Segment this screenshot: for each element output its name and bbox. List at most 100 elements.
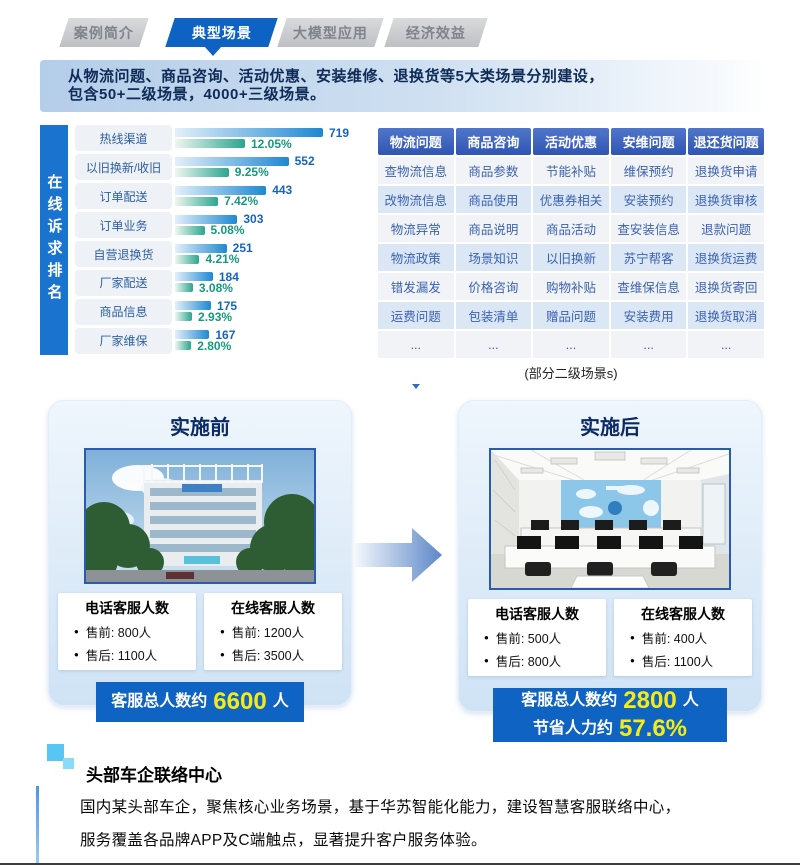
scene-header-cell: 安维问题 [610, 128, 687, 155]
scene-cell: 购物补贴 [533, 273, 609, 300]
bar-group: 167 2.80% [175, 328, 235, 353]
chart-row: 厂家维保 167 2.80% [75, 326, 370, 355]
scene-cell: 价格咨询 [455, 273, 532, 300]
scene-cell: 商品活动 [533, 215, 609, 242]
category-chip: 热线渠道 [75, 125, 172, 152]
bullet-icon: ● [630, 633, 635, 642]
after-phone-stats: 电话客服人数 ● 售前: 500人 ● 售后: 800人 [468, 599, 606, 676]
before-total-bar: 客服总人数约 6600 人 [96, 682, 304, 722]
footer-line1: 国内某头部车企，聚焦核心业务场景，基于华苏智能化能力，建设智慧客服联络中心， [80, 799, 681, 816]
after-online-stats: 在线客服人数 ● 售前: 400人 ● 售后: 1100人 [614, 599, 752, 676]
scene-cell: 安装预约 [610, 186, 687, 213]
bullet-icon: ● [484, 633, 489, 642]
percent-bar [175, 254, 200, 264]
tab-0[interactable]: 案例简介 [59, 18, 149, 47]
value-bar [175, 243, 227, 253]
category-chip: 商品信息 [75, 298, 172, 325]
chart-row: 热线渠道 719 12.05% [75, 124, 370, 153]
scene-cell: 查安装信息 [610, 215, 687, 242]
scene-cell: 物流政策 [378, 244, 454, 271]
chart-row: 自营退换货 251 4.21% [75, 240, 370, 269]
tab-2[interactable]: 大模型应用 [277, 18, 384, 47]
bar-value-label: 552 [294, 154, 315, 169]
scene-cell: 维保预约 [610, 157, 687, 184]
stat-item: ● 售前: 400人 [630, 632, 708, 646]
category-chip: 厂家维保 [75, 327, 172, 354]
footer-accent-line [36, 786, 39, 865]
scene-cell: 运费问题 [378, 302, 454, 329]
after-save-value: 57.6% [618, 715, 688, 742]
percent-bar [175, 283, 193, 293]
bar-percent-label: 3.08% [198, 280, 233, 295]
scene-header-cell: 退还货问题 [688, 128, 764, 155]
bullet-icon: ● [220, 650, 225, 659]
scene-cell: 商品说明 [455, 215, 532, 242]
active-tab-pointer-icon [204, 46, 222, 56]
bullet-icon: ● [74, 650, 79, 659]
scene-cell: 商品参数 [455, 157, 532, 184]
value-bar [175, 330, 210, 340]
bar-percent-label: 5.08% [210, 223, 245, 238]
bullet-icon: ● [220, 627, 225, 636]
bar-percent-label: 12.05% [251, 136, 292, 151]
scene-cell: ... [533, 331, 609, 358]
scene-cell: 场景知识 [455, 244, 532, 271]
scene-cell: 退款问题 [688, 215, 764, 242]
scene-cell: 节能补贴 [533, 157, 609, 184]
bar-value-label: 443 [272, 183, 293, 198]
stat-title: 电话客服人数 [495, 606, 579, 622]
scene-cell: ... [688, 331, 764, 358]
bar-group: 303 5.08% [175, 212, 263, 238]
stat-item: ● 售前: 500人 [484, 632, 562, 646]
scene-cell: 包装清单 [455, 302, 532, 329]
category-chip: 订单配送 [75, 183, 172, 210]
table-caption: (部分二级场景s) [524, 366, 618, 381]
after-stats: 电话客服人数 ● 售前: 500人 ● 售后: 800人 在线客服人数 ● 售前: 4… [458, 599, 762, 676]
scene-cell: 退换货申请 [688, 157, 764, 184]
bar-percent-label: 2.93% [198, 309, 233, 324]
scene-cell: ... [610, 331, 687, 358]
small-triangle-marker-icon [412, 384, 420, 389]
bar-value-label: 184 [218, 269, 239, 284]
intro-banner: 从物流问题、商品咨询、活动优惠、安装维修、退换货等5大类场景分别建设， 包含50… [40, 60, 762, 112]
tab-label: 经济效益 [406, 24, 466, 41]
after-photo-office [489, 448, 731, 590]
bar-group: 175 2.93% [175, 299, 237, 324]
before-online-stats: 在线客服人数 ● 售前: 1200人 ● 售后: 3500人 [204, 593, 342, 670]
footer-heading: 头部车企联络中心 [86, 766, 222, 786]
category-chip: 订单业务 [75, 212, 172, 239]
scene-cell: 优惠券相关 [533, 186, 609, 213]
banner-line1: 从物流问题、商品咨询、活动优惠、安装维修、退换货等5大类场景分别建设， [68, 68, 604, 85]
scene-cell: 退换货运费 [688, 244, 764, 271]
chart-row: 订单配送 443 7.42% [75, 182, 370, 211]
scene-cell: 商品使用 [455, 186, 532, 213]
scene-cell: 以旧换新 [533, 244, 609, 271]
right-arrow-icon [354, 528, 442, 582]
complaint-bar-chart: 热线渠道 719 12.05% 以旧换新/收旧 552 9.25% 订单配送 443 7.42%… [75, 124, 370, 355]
scene-cell: 苏宁帮客 [610, 244, 687, 271]
scene-cell: 物流异常 [378, 215, 454, 242]
stat-title: 电话客服人数 [85, 600, 169, 616]
chart-row: 厂家配送 184 3.08% [75, 268, 370, 297]
value-bar [175, 301, 212, 311]
percent-bar [175, 312, 193, 322]
cyan-square-big-icon [47, 744, 64, 761]
category-chip: 以旧换新/收旧 [75, 154, 172, 181]
tab-3[interactable]: 经济效益 [384, 18, 488, 47]
bar-value-label: 719 [329, 125, 350, 140]
scene-cell: 退换货寄回 [688, 273, 764, 300]
tab-1-active[interactable]: 典型场景 [165, 18, 278, 47]
stat-item: ● 售前: 1200人 [220, 626, 305, 640]
banner-line2: 包含50+二级场景，4000+三级场景。 [68, 86, 326, 103]
bar-percent-label: 9.25% [234, 165, 269, 180]
stat-title: 在线客服人数 [641, 606, 725, 622]
scene-cell: 安装费用 [610, 302, 687, 329]
before-title: 实施前 [170, 417, 230, 439]
scene-cell: ... [455, 331, 532, 358]
chart-side-label: 在线诉求排名 [40, 125, 68, 355]
percent-bar [175, 167, 229, 177]
value-bar [175, 185, 267, 195]
before-panel: 实施前 [48, 400, 352, 722]
bar-percent-label: 4.21% [205, 252, 240, 267]
bar-percent-label: 7.42% [224, 194, 259, 209]
